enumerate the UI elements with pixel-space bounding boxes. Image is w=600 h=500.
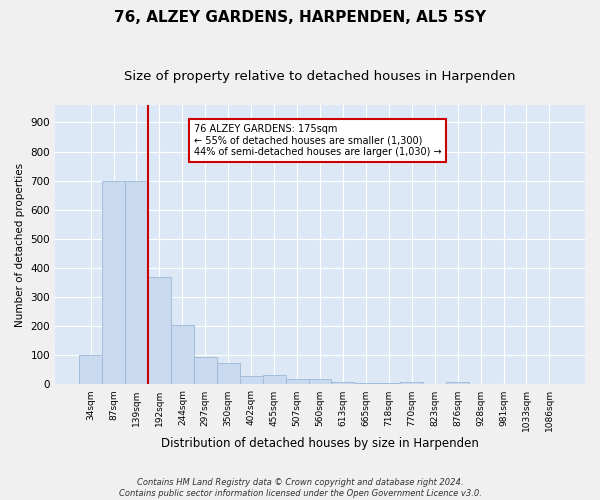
Bar: [102, 180, 125, 384]
Text: 76, ALZEY GARDENS, HARPENDEN, AL5 5SY: 76, ALZEY GARDENS, HARPENDEN, AL5 5SY: [114, 10, 486, 25]
Text: 76 ALZEY GARDENS: 175sqm
← 55% of detached houses are smaller (1,300)
44% of sem: 76 ALZEY GARDENS: 175sqm ← 55% of detach…: [194, 124, 442, 157]
Text: Contains HM Land Registry data © Crown copyright and database right 2024.
Contai: Contains HM Land Registry data © Crown c…: [119, 478, 481, 498]
Bar: [194, 357, 217, 384]
Bar: [377, 383, 400, 384]
Bar: [171, 325, 194, 384]
Bar: [263, 375, 286, 384]
Y-axis label: Number of detached properties: Number of detached properties: [15, 162, 25, 327]
Title: Size of property relative to detached houses in Harpenden: Size of property relative to detached ho…: [124, 70, 516, 83]
Bar: [400, 382, 423, 384]
Bar: [240, 376, 263, 384]
Bar: [308, 379, 331, 384]
Bar: [148, 277, 171, 384]
Bar: [331, 382, 355, 384]
Bar: [446, 382, 469, 384]
Bar: [355, 383, 377, 384]
Bar: [79, 356, 102, 384]
Bar: [125, 180, 148, 384]
Bar: [217, 364, 240, 384]
Bar: [286, 379, 308, 384]
X-axis label: Distribution of detached houses by size in Harpenden: Distribution of detached houses by size …: [161, 437, 479, 450]
